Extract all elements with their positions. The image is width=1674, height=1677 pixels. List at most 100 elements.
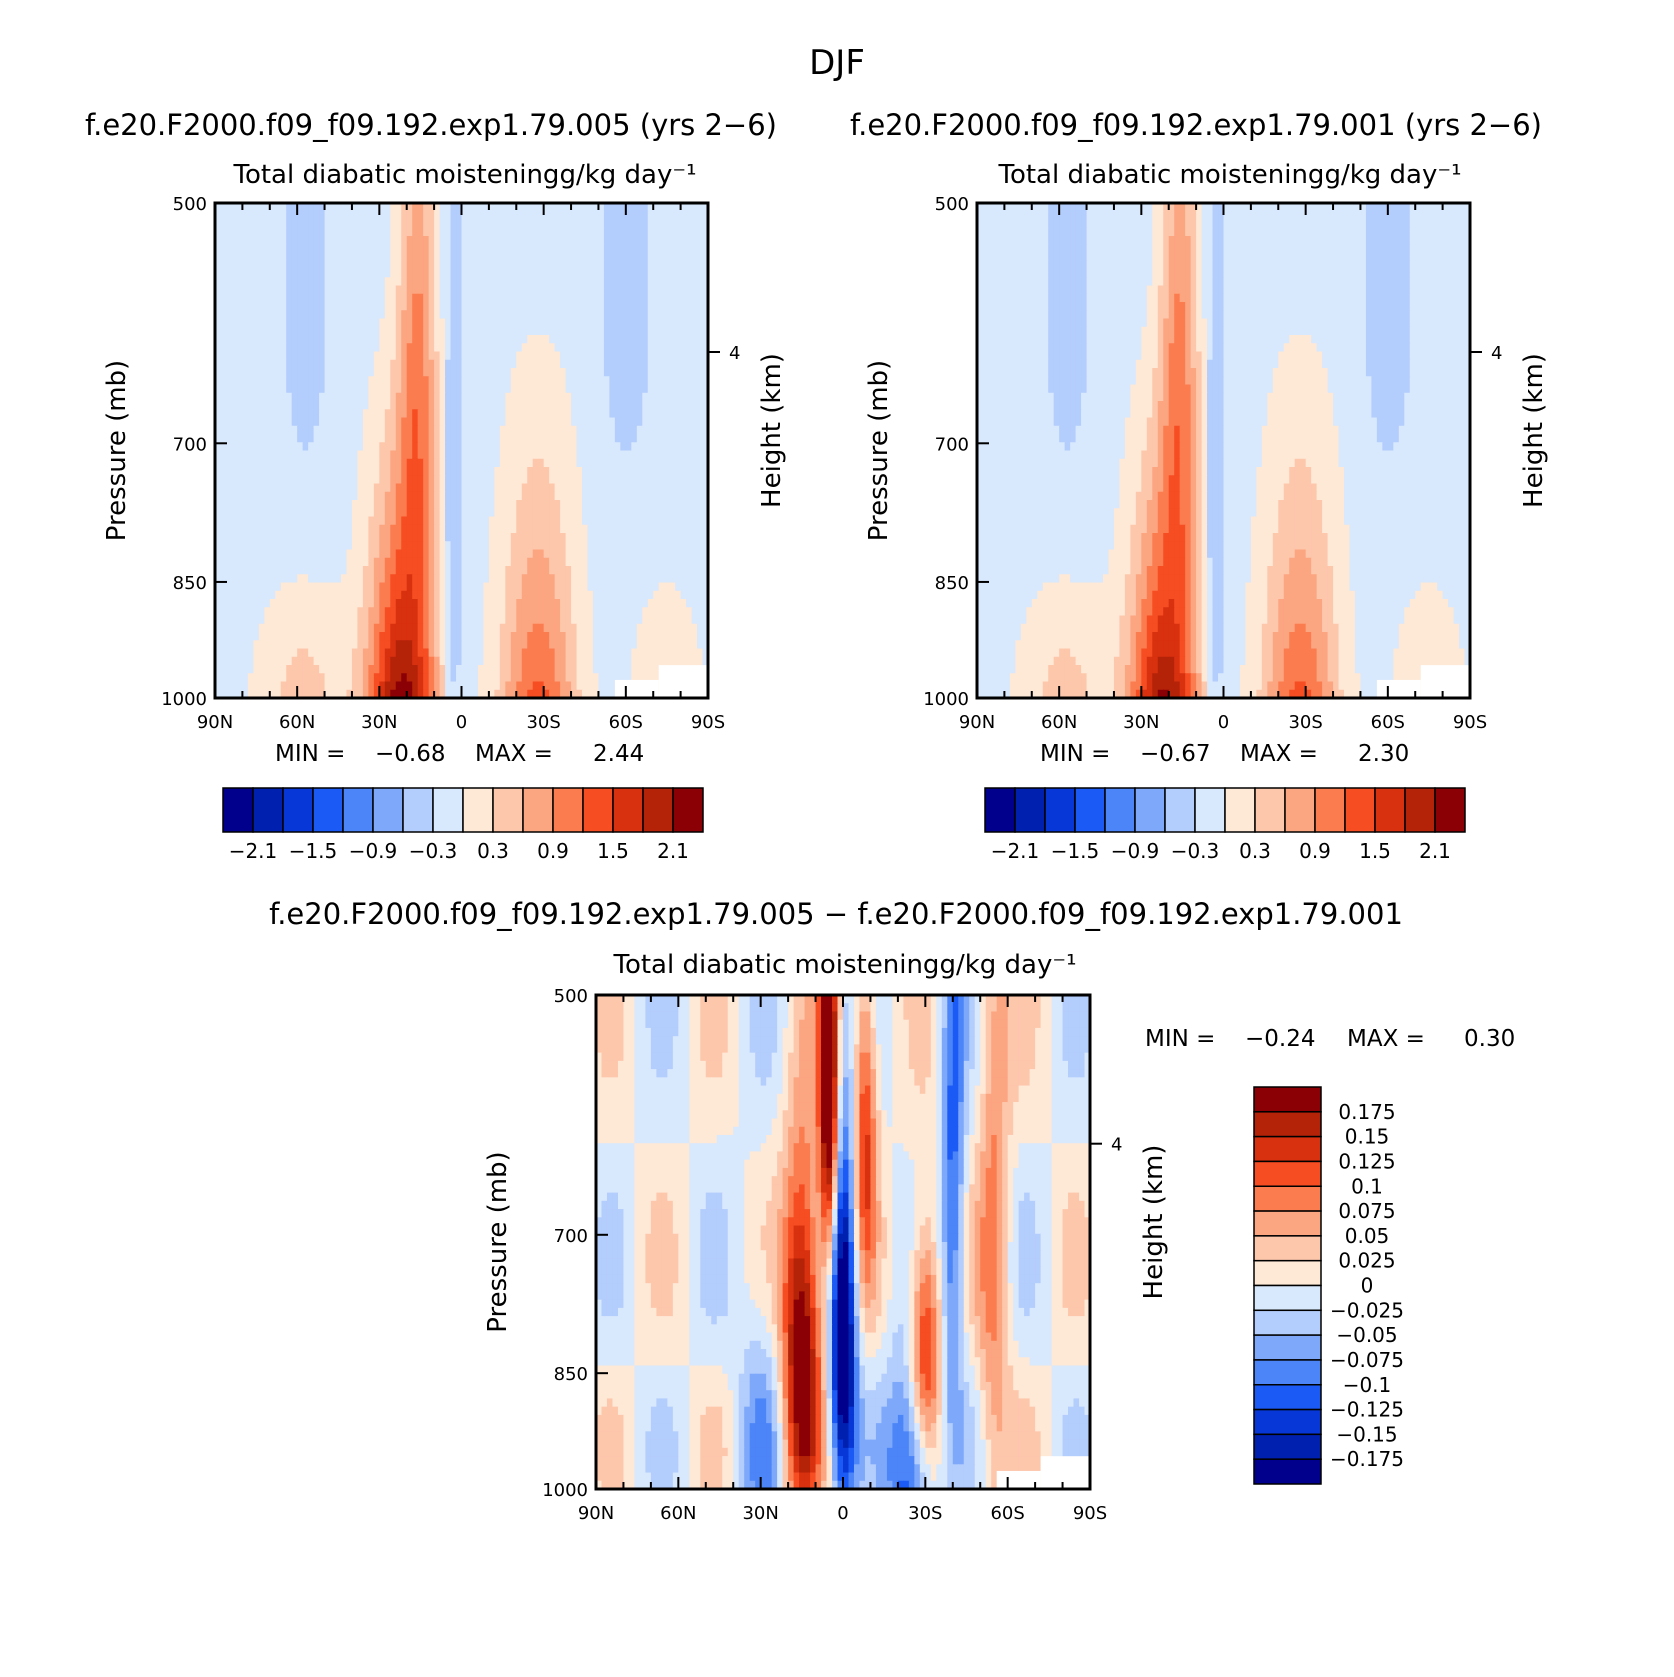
contour-cell [466,211,474,221]
contour-cell [636,277,643,287]
contour-cell [565,640,572,650]
contour-cell [466,599,474,608]
contour-cell [313,343,320,353]
contour-cell [368,450,375,460]
contour-cell [488,599,495,608]
contour-cell [560,359,567,369]
contour-cell [291,236,298,245]
contour-cell [549,599,556,608]
contour-cell [445,425,452,435]
contour-cell [445,599,452,608]
contour-cell [340,351,348,361]
contour-cell [582,203,589,212]
contour-cell [286,450,293,460]
contour-cell [357,219,364,229]
contour-cell [680,632,687,641]
contour-cell [308,491,315,501]
contour-cell [445,442,452,452]
contour-cell [247,516,254,526]
contour-cell [335,359,342,369]
contour-cell [390,475,397,485]
contour-cell [417,557,424,567]
contour-cell [395,475,402,485]
contour-cell [461,516,468,526]
contour-cell [434,211,441,221]
contour-cell [592,343,600,353]
contour-cell [417,293,424,303]
contour-cell [532,500,539,509]
contour-cell [680,508,687,518]
contour-cell [423,384,430,394]
contour-cell [702,425,708,435]
contour-cell [636,417,643,427]
contour-cell [264,599,271,608]
contour-cell [231,524,238,534]
contour-cell [319,533,326,542]
contour-cell [680,277,687,287]
contour-cell [439,359,446,369]
contour-cell [395,310,402,320]
contour-cell [587,285,594,295]
contour-cell [625,227,632,237]
contour-cell [614,326,621,336]
contour-cell [308,524,315,534]
contour-cell [691,219,698,229]
contour-cell [412,384,419,394]
contour-cell [434,599,441,608]
contour-cell [357,260,364,270]
contour-cell [390,640,397,650]
contour-cell [330,203,337,212]
contour-cell [538,475,545,485]
contour-cell [543,277,550,287]
contour-cell [395,648,402,658]
contour-cell [603,483,610,493]
contour-cell [450,211,457,221]
contour-cell [549,368,556,377]
contour-cell [269,557,276,567]
contour-cell [236,293,243,303]
contour-cell [280,450,287,460]
contour-cell [664,351,671,361]
contour-cell [686,508,693,518]
contour-cell [428,269,435,278]
contour-cell [653,516,660,526]
contour-cell [560,508,567,518]
contour-cell [461,335,468,344]
contour-cell [428,260,435,270]
contour-cell [335,326,342,336]
contour-cell [275,227,282,237]
contour-cell [346,640,353,650]
contour-cell [225,475,233,485]
contour-cell [653,401,660,410]
contour-cell [587,392,594,402]
contour-cell [335,384,342,394]
contour-cell [445,392,452,402]
contour-cell [412,483,419,493]
contour-cell [280,623,287,633]
contour-cell [477,211,485,221]
contour-cell [636,384,643,394]
contour-cell [236,425,243,435]
contour-cell [521,401,528,410]
contour-cell [456,442,463,452]
contour-cell [406,368,413,377]
contour-cell [264,508,271,518]
contour-cell [231,425,238,435]
contour-cell [313,607,320,617]
contour-cell [439,623,446,633]
contour-cell [330,541,337,551]
contour-cell [379,236,386,245]
contour-cell [571,335,578,344]
contour-cell [488,640,495,650]
contour-cell [636,343,643,353]
contour-cell [362,599,369,608]
contour-cell [664,516,671,526]
contour-cell [620,582,627,592]
contour-cell [346,524,353,534]
contour-cell [379,557,386,567]
contour-cell [592,359,600,369]
contour-cell [423,401,430,410]
contour-cell [406,467,413,476]
contour-cell [445,475,452,485]
contour-cell [220,508,227,518]
